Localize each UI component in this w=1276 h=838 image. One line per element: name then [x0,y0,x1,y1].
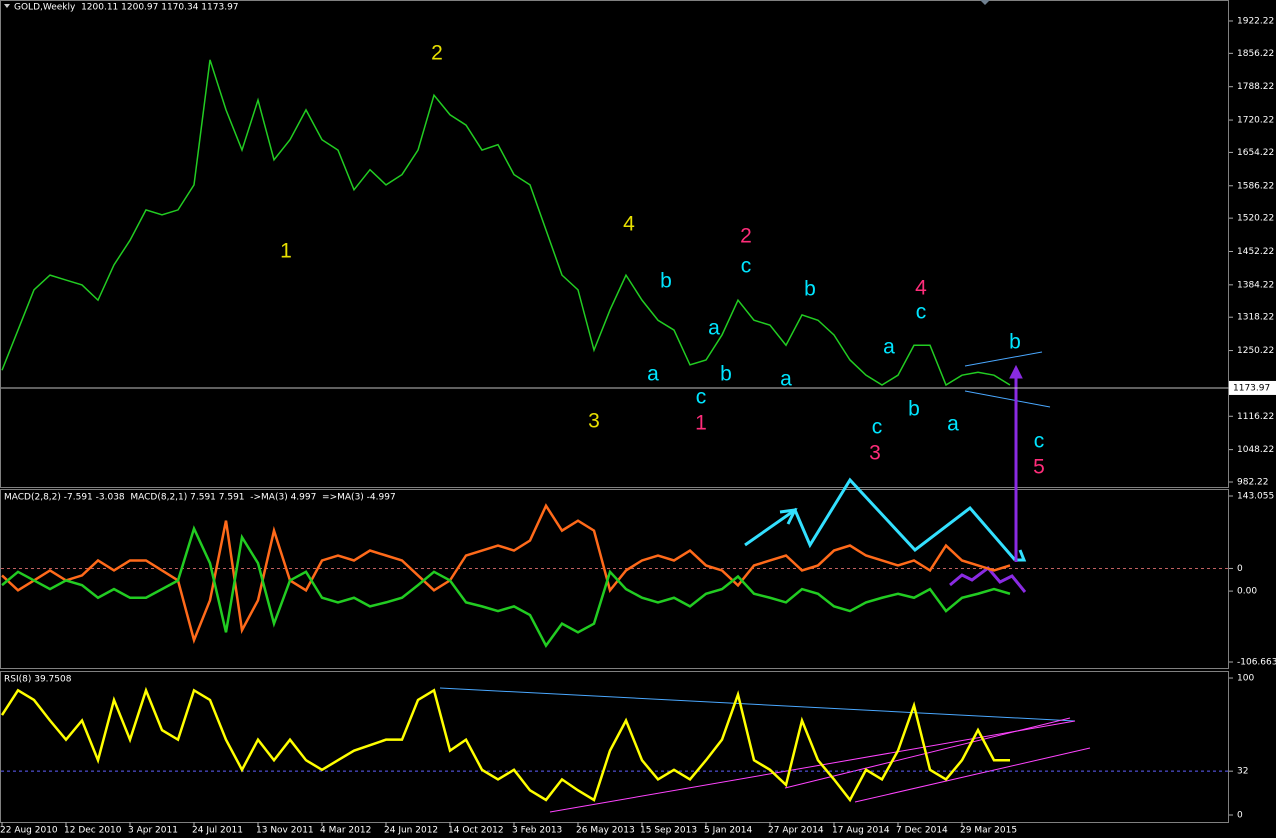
wave-label: 2 [431,42,443,65]
wave-label: 3 [588,410,600,433]
x-tick-label: 26 May 2013 [576,826,635,836]
wave-label: 4 [623,213,635,236]
wave-label: a [947,413,959,436]
wave-label: a [883,336,895,359]
x-tick-label: 14 Oct 2012 [448,826,504,836]
x-tick-label: 3 Apr 2011 [128,826,178,836]
y-tick-label: 100 [1237,674,1254,684]
trend-line [964,351,1043,367]
rsi-panel-frame [0,671,1229,823]
y-tick-label: 1586.22 [1237,181,1274,191]
arrow-head [1009,364,1023,379]
wave-label: c [741,255,752,278]
y-tick-label: 1250.22 [1237,346,1274,356]
drawings [439,351,1091,813]
y-tick-label: 1922.22 [1237,16,1274,26]
series-line [1,59,1011,387]
wave-label: b [908,398,920,421]
y-tick-label: 1788.22 [1237,82,1274,92]
y-tick-label: 1654.22 [1237,148,1274,158]
x-tick-label: 4 Mar 2012 [320,826,371,836]
y-tick-label: -106.663 [1237,657,1276,667]
x-tick-label: 22 Aug 2010 [0,826,58,836]
wave-label: b [720,363,732,386]
price-label: 1173.97 [1233,383,1270,393]
y-tick-label: 1048.22 [1237,445,1274,455]
macd-panel-frame [0,489,1229,669]
x-tick-label: 15 Sep 2013 [640,826,697,836]
wave-label: 2 [740,225,752,248]
x-tick-label: 13 Nov 2011 [256,826,314,836]
trend-line [854,747,1091,803]
wave-label: b [804,278,816,301]
y-tick-label: 1720.22 [1237,116,1274,126]
x-tick-label: 3 Feb 2013 [512,826,562,836]
y-tick-label: 1116.22 [1237,412,1274,422]
panel-title: RSI(8) 39.7508 [4,675,72,685]
wave-label: 4 [915,277,927,300]
y-tick-label: 0.00 [1237,587,1257,597]
series-line [1,503,1011,645]
scroll-marker [980,0,990,5]
wave-label: c [1034,430,1045,453]
price-panel-frame [0,0,1229,488]
wave-label: 1 [280,240,292,263]
wave-label: 5 [1033,456,1045,479]
x-tick-label: 17 Aug 2014 [832,826,890,836]
price-box [1229,380,1276,395]
y-tick-label: 143.055 [1237,492,1274,502]
arrow-head [779,508,798,525]
y-tick-label: 1384.22 [1237,280,1274,290]
x-tick-label: 7 Dec 2014 [896,826,948,836]
x-tick-label: 24 Jun 2012 [384,826,438,836]
y-tick-label: 1520.22 [1237,214,1274,224]
series-line [1,525,1011,648]
menu-triangle[interactable] [4,4,10,8]
wave-label: a [647,363,659,386]
y-tick-label: 0 [1237,564,1243,574]
wave-label: c [872,416,883,439]
trend-line [964,390,1051,408]
wave-label: 3 [869,442,881,465]
wave-label: a [708,317,720,340]
panel-title: MACD(2,8,2) -7.591 -3.038 MACD(8,2,1) 7.… [4,493,396,503]
trend-line [549,720,1076,813]
x-tick-label: 5 Jan 2014 [704,826,752,836]
x-tick-label: 29 Mar 2015 [960,826,1017,836]
x-tick-label: 27 Apr 2014 [768,826,824,836]
wave-label: c [696,386,707,409]
wave-label: b [1009,331,1021,354]
x-tick-label: 24 Jul 2011 [192,826,243,836]
y-tick-label: 0 [1237,811,1243,821]
arrow-head [1015,549,1027,562]
panel-title: GOLD,Weekly 1200.11 1200.97 1170.34 1173… [14,3,239,13]
wave-label: a [780,368,792,391]
series-line [0,686,1010,803]
y-tick-label: 1452.22 [1237,247,1274,257]
y-tick-label: 982.22 [1237,477,1269,487]
x-tick-label: 12 Dec 2010 [64,826,122,836]
wave-label: c [916,301,927,324]
trend-line [439,687,1076,722]
wave-label: 1 [695,412,707,435]
y-tick-label: 32 [1237,767,1248,777]
wave-label: b [660,270,672,293]
y-tick-label: 1318.22 [1237,313,1274,323]
y-tick-label: 1856.22 [1237,49,1274,59]
